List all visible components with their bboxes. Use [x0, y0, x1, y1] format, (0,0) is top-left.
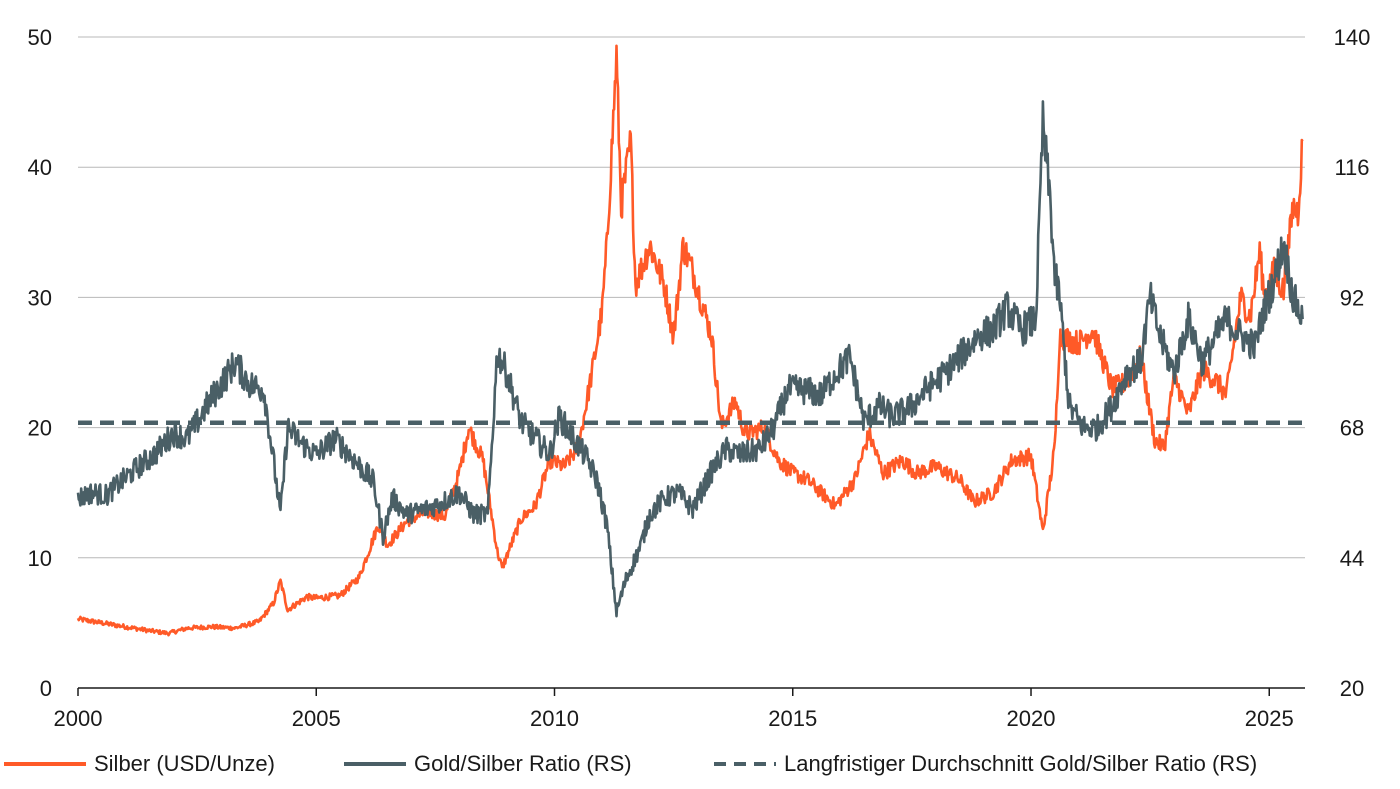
legend-label: Langfristiger Durchschnitt Gold/Silber R… [784, 751, 1257, 776]
right-tick-label: 68 [1340, 416, 1364, 441]
x-tick-label: 2005 [292, 706, 341, 731]
right-tick-label: 20 [1340, 676, 1364, 701]
legend-label: Silber (USD/Unze) [94, 751, 275, 776]
left-tick-label: 50 [28, 25, 52, 50]
x-tick-label: 2015 [768, 706, 817, 731]
right-tick-label: 140 [1334, 25, 1371, 50]
legend: Silber (USD/Unze) Gold/Silber Ratio (RS) L… [4, 751, 1257, 776]
right-tick-label: 116 [1334, 155, 1369, 180]
x-tick-label: 2020 [1007, 706, 1056, 731]
left-axis-ticks: 0 10 20 30 40 50 [28, 25, 52, 701]
series-layer [76, 44, 1305, 637]
left-tick-label: 20 [28, 416, 52, 441]
x-axis-ticks: 2000 2005 2010 2015 2020 2025 [54, 688, 1294, 731]
legend-label: Gold/Silber Ratio (RS) [414, 751, 632, 776]
x-tick-label: 2010 [530, 706, 579, 731]
series-gold-silver-ratio-line [76, 100, 1304, 618]
left-tick-label: 30 [28, 285, 52, 310]
right-tick-label: 44 [1340, 546, 1364, 571]
x-tick-label: 2025 [1245, 706, 1294, 731]
gridlines [78, 36, 1305, 689]
series-silver-price-line [76, 44, 1304, 637]
x-tick-label: 2000 [54, 706, 103, 731]
right-tick-label: 92 [1340, 285, 1364, 310]
left-tick-label: 40 [28, 155, 52, 180]
left-tick-label: 0 [40, 676, 52, 701]
left-tick-label: 10 [28, 546, 52, 571]
right-axis-ticks: 20 44 68 92 116 140 [1334, 25, 1371, 701]
